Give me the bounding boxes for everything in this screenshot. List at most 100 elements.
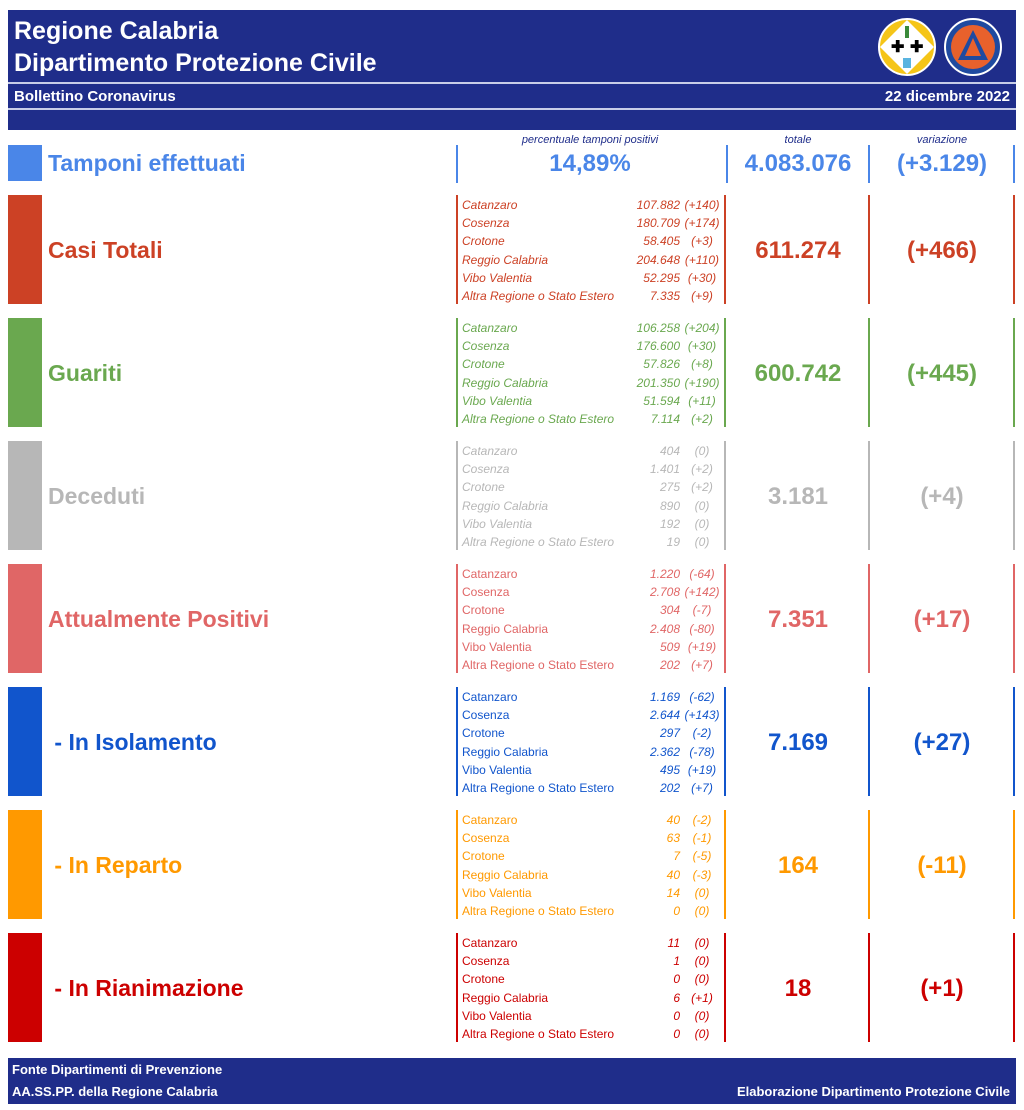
province-name: Reggio Calabria (462, 744, 549, 759)
province-variation: (+174) (684, 216, 720, 231)
province-name: Vibo Valentia (462, 639, 532, 654)
section-swatch (8, 687, 42, 796)
province-name: Crotone (462, 234, 505, 249)
table-row: Cosenza 2.708 (+142) (462, 583, 724, 601)
table-row: Catanzaro 11 (0) (462, 934, 724, 952)
province-name: Catanzaro (462, 444, 518, 458)
province-variation: (0) (694, 1027, 710, 1042)
table-row: Altra Regione o Stato Estero 0 (0) (462, 902, 724, 920)
tamponi-variation: (+3.129) (896, 150, 988, 177)
protezione-civile-logo (944, 18, 1002, 76)
province-name: Catanzaro (462, 567, 518, 581)
table-row: Crotone 304 (-7) (462, 601, 724, 619)
section-variation: (-11) (917, 852, 967, 879)
province-variation: (+30) (687, 270, 717, 285)
province-name: Altra Regione o Stato Estero (462, 904, 615, 919)
table-row: Crotone 275 (+2) (462, 478, 724, 496)
province-value: 7 (673, 849, 680, 864)
province-variation: (-64) (689, 567, 715, 581)
province-value: 2.708 (649, 585, 680, 600)
province-name: Catanzaro (462, 690, 518, 704)
section-total: 3.181 (767, 483, 829, 510)
table-row: Altra Regione o Stato Estero 19 (0) (462, 533, 724, 551)
province-value: 1 (673, 954, 680, 969)
section-label: Casi Totali (48, 237, 163, 263)
section-variation: (+17) (913, 606, 971, 633)
province-value: 7.114 (650, 412, 680, 427)
table-row: Cosenza 63 (-1) (462, 829, 724, 847)
table-row: Crotone 7 (-5) (462, 847, 724, 865)
province-name: Catanzaro (462, 936, 518, 950)
table-row: Altra Regione o Stato Estero 202 (+7) (462, 779, 724, 797)
province-name: Catanzaro (462, 813, 518, 827)
province-variation: (-78) (689, 744, 715, 759)
province-name: Reggio Calabria (462, 990, 549, 1005)
province-variation: (+190) (684, 375, 720, 390)
bulletin-date: 22 dicembre 2022 (884, 88, 1010, 105)
province-value: 11 (667, 936, 680, 950)
province-name: Crotone (462, 849, 505, 864)
province-name: Reggio Calabria (462, 621, 549, 636)
table-row: Altra Regione o Stato Estero 7.114 (+2) (462, 410, 724, 428)
province-name: Catanzaro (462, 198, 518, 212)
section-label: - In Reparto (48, 852, 183, 878)
section-label: - In Rianimazione (48, 975, 244, 1001)
table-row: Crotone 58.405 (+3) (462, 232, 724, 250)
province-variation: (+19) (687, 762, 717, 777)
column-header-percent: percentuale tamponi positivi (521, 134, 659, 146)
province-variation: (+2) (691, 480, 713, 495)
province-variation: (0) (694, 498, 710, 513)
province-variation: (-5) (692, 849, 712, 864)
table-row: Altra Regione o Stato Estero 7.335 (+9) (462, 287, 724, 305)
province-variation: (0) (694, 936, 710, 950)
section-swatch (8, 810, 42, 919)
table-row: Reggio Calabria 40 (-3) (462, 866, 724, 884)
province-value: 0 (673, 1027, 680, 1042)
province-variation: (0) (694, 954, 710, 969)
province-variation: (+7) (691, 658, 713, 673)
province-variation: (0) (694, 516, 710, 531)
table-row: Vibo Valentia 192 (0) (462, 515, 724, 533)
section-variation: (+466) (906, 237, 978, 264)
province-variation: (0) (694, 1008, 710, 1023)
province-value: 404 (659, 444, 680, 458)
section-total: 164 (777, 852, 819, 879)
province-value: 1.169 (649, 690, 680, 704)
province-variation: (+110) (684, 252, 720, 267)
province-variation: (+1) (691, 990, 713, 1005)
section-variation: (+1) (920, 975, 964, 1002)
province-value: 2.644 (649, 708, 680, 723)
province-variation: (+8) (691, 357, 713, 372)
section-variation: (+27) (913, 729, 971, 756)
table-row: Catanzaro 40 (-2) (462, 811, 724, 829)
province-variation: (+9) (691, 289, 713, 304)
province-variation: (-7) (692, 603, 712, 618)
province-variation: (-1) (692, 831, 712, 846)
table-row: Vibo Valentia 509 (+19) (462, 638, 724, 656)
province-variation: (+3) (691, 234, 713, 249)
header-title: Regione Calabria (14, 17, 219, 45)
footer: Fonte Dipartimenti di Prevenzione AA.SS.… (8, 1058, 1016, 1104)
table-row: Reggio Calabria 201.350 (+190) (462, 374, 724, 392)
table-row: Catanzaro 404 (0) (462, 442, 724, 460)
province-variation: (0) (694, 972, 710, 987)
table-row: Reggio Calabria 890 (0) (462, 497, 724, 515)
province-variation: (+7) (691, 781, 713, 796)
province-value: 2.362 (649, 744, 680, 759)
section-label: Deceduti (48, 483, 146, 509)
province-name: Cosenza (462, 585, 510, 600)
bulletin-label: Bollettino Coronavirus (14, 88, 176, 105)
section-total: 600.742 (754, 360, 842, 387)
province-value: 495 (659, 762, 680, 777)
table-row: Cosenza 180.709 (+174) (462, 214, 724, 232)
province-name: Cosenza (462, 708, 510, 723)
table-row: Cosenza 1 (0) (462, 952, 724, 970)
province-value: 304 (659, 603, 680, 618)
province-value: 1.220 (649, 567, 680, 581)
svg-text:✚: ✚ (891, 39, 904, 56)
province-variation: (-62) (689, 690, 715, 704)
province-value: 275 (659, 480, 680, 495)
table-row: Cosenza 176.600 (+30) (462, 337, 724, 355)
province-value: 51.594 (643, 393, 680, 408)
province-value: 192 (659, 516, 680, 531)
